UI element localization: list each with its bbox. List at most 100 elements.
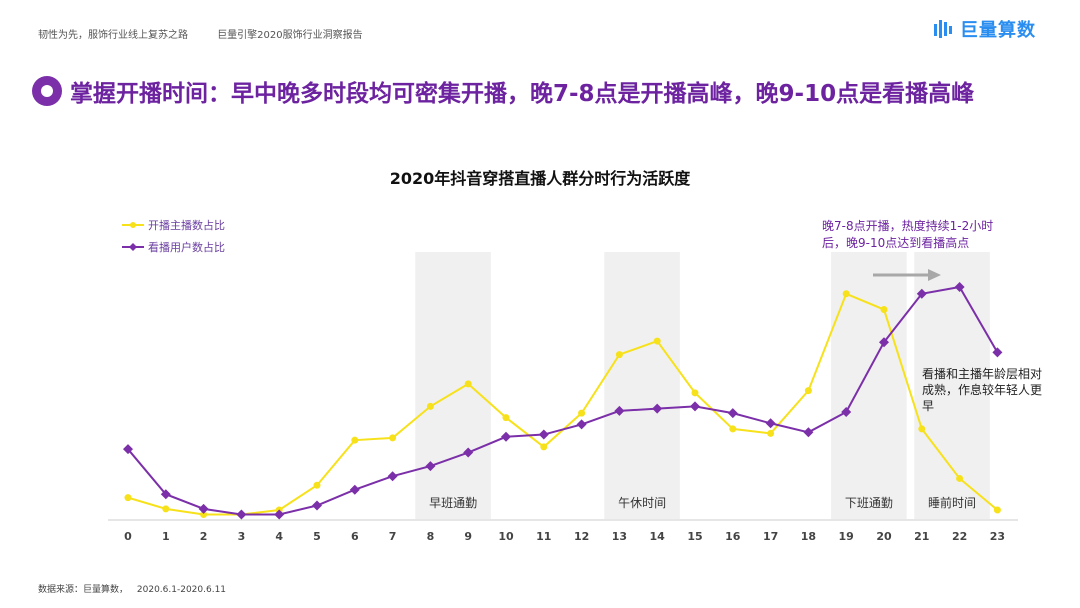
brand-name: 巨量算数: [960, 20, 1036, 41]
series-0-point-5: [313, 481, 321, 489]
x-tick-label-18: 18: [801, 530, 816, 543]
header-breadcrumb: 韧性为先，服饰行业线上复苏之路 巨量引擎2020服饰行业洞察报告: [38, 26, 389, 41]
band-rect-2: [831, 252, 907, 519]
series-1-point-8: [425, 461, 436, 472]
x-tick-label-3: 3: [238, 530, 246, 543]
x-tick-label-17: 17: [763, 530, 778, 543]
x-tick-label-22: 22: [952, 530, 967, 543]
brand-icon: [934, 20, 952, 38]
series-0-point-1: [162, 505, 170, 513]
x-tick-label-15: 15: [687, 530, 702, 543]
band-rect-3: [914, 252, 990, 519]
series-1-point-7: [387, 471, 398, 482]
series-1-point-3: [236, 509, 247, 520]
x-tick-label-8: 8: [427, 530, 435, 543]
legend-label-yellow: 开播主播数占比: [148, 219, 225, 232]
x-tick-label-9: 9: [464, 530, 472, 543]
series-0-point-20: [880, 306, 888, 314]
series-0-point-19: [842, 290, 850, 298]
band-rect-1: [604, 252, 680, 519]
legend-item-purple: 看播用户数占比: [122, 236, 225, 258]
x-tick-label-16: 16: [725, 530, 741, 543]
series-line-1: [127, 285, 999, 516]
chart-title: 2020年抖音穿搭直播人群分时行为活跃度: [389, 169, 691, 188]
series-1-point-18: [803, 427, 814, 438]
series-0-point-0: [124, 494, 132, 502]
series-0-point-8: [426, 402, 434, 410]
band-rect-0: [415, 252, 491, 519]
series-1-point-21: [916, 288, 927, 299]
trend-arrow-icon: [928, 269, 941, 281]
series-1-point-6: [349, 484, 360, 495]
x-tick-label-13: 13: [612, 530, 627, 543]
x-tick-label-0: 0: [124, 530, 132, 543]
series-0-point-11: [540, 443, 548, 451]
x-tick-label-20: 20: [876, 530, 892, 543]
series-1-point-15: [690, 401, 700, 412]
series-1-point-2: [198, 503, 209, 514]
series-0-point-13: [615, 351, 623, 359]
page-title: 掌握开播时间：早中晚多时段均可密集开播，晚7-8点是开播高峰，晚9-10点是看播…: [70, 81, 975, 107]
header-report-title: 巨量引擎2020服饰行业洞察报告: [217, 30, 363, 41]
series-0-point-23: [993, 506, 1001, 514]
series-1-point-0: [123, 444, 133, 455]
series-0-point-12: [578, 409, 586, 417]
series-0-point-14: [653, 337, 661, 345]
x-tick-label-23: 23: [990, 530, 1005, 543]
header-report-subtitle: 韧性为先，服饰行业线上复苏之路: [38, 30, 188, 41]
legend-label-purple: 看播用户数占比: [148, 241, 225, 254]
brand-logo: 巨量算数: [932, 16, 1036, 42]
x-tick-label-7: 7: [389, 530, 397, 543]
legend-item-yellow: 开播主播数占比: [122, 214, 225, 236]
band-label-2: 下班通勤: [845, 496, 893, 510]
title-bullet-icon: [32, 76, 62, 106]
series-1-point-22: [954, 282, 965, 293]
chart-legend: 开播主播数占比 看播用户数占比: [122, 214, 225, 258]
x-tick-label-21: 21: [914, 530, 929, 543]
series-0-point-18: [804, 387, 812, 395]
footer-source: 数据来源：巨量算数， 2020.6.1-2020.6.11: [38, 582, 232, 595]
footer-source-label: 数据来源：巨量算数，: [38, 585, 129, 595]
annotation-right: 看播和主播年龄层相对成熟，作息较年轻人更早: [922, 367, 1043, 413]
series-0-point-16: [729, 425, 737, 433]
series-0-point-2: [200, 510, 208, 518]
series-0-point-15: [691, 389, 699, 397]
x-tick-label-10: 10: [498, 530, 514, 543]
series-1-point-19: [841, 407, 852, 418]
series-0-point-9: [464, 380, 472, 388]
series-1-point-16: [727, 408, 738, 419]
band-label-0: 早班通勤: [429, 496, 477, 510]
series-0-point-17: [767, 429, 775, 437]
series-1-point-9: [463, 447, 474, 458]
x-tick-label-6: 6: [351, 530, 359, 543]
x-tick-label-1: 1: [162, 530, 170, 543]
series-1-point-11: [538, 429, 549, 440]
series-1-point-13: [614, 405, 625, 416]
series-0-point-6: [351, 436, 359, 444]
x-tick-label-11: 11: [536, 530, 551, 543]
x-tick-label-19: 19: [839, 530, 854, 543]
band-label-3: 睡前时间: [928, 495, 976, 510]
series-0-point-22: [956, 474, 964, 482]
x-tick-label-14: 14: [650, 530, 666, 543]
series-0-point-10: [502, 414, 510, 422]
series-1-point-20: [879, 337, 889, 348]
series-1-point-10: [501, 431, 511, 442]
series-0-point-7: [389, 434, 397, 442]
series-1-point-23: [992, 347, 1003, 358]
x-tick-label-2: 2: [200, 530, 208, 543]
footer-date-range: 2020.6.1-2020.6.11: [136, 585, 227, 595]
x-tick-label-4: 4: [275, 530, 283, 543]
x-tick-label-12: 12: [574, 530, 589, 543]
x-tick-label-5: 5: [313, 530, 321, 543]
band-label-1: 午休时间: [618, 496, 666, 510]
series-1-point-14: [652, 403, 663, 414]
series-0-point-21: [918, 425, 926, 433]
series-1-point-4: [274, 509, 285, 520]
page-title-row: 掌握开播时间：早中晚多时段均可密集开播，晚7-8点是开播高峰，晚9-10点是看播…: [32, 74, 974, 108]
series-1-point-12: [576, 419, 587, 430]
legend-yellow-line-icon: [122, 222, 144, 228]
series-1-point-17: [765, 418, 776, 429]
legend-purple-line-icon: [122, 243, 144, 251]
